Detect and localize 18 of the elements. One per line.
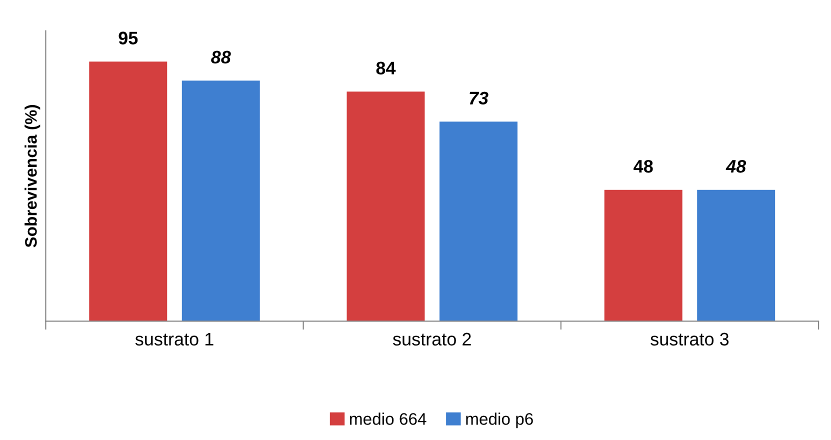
legend-label: medio p6 [466,412,533,428]
data-label: 84 [376,62,396,74]
bar [440,122,518,322]
y-axis-title: Sobrevivencia (%) [24,105,40,248]
data-label: 48 [726,160,746,173]
legend-label: medio 664 [350,412,426,425]
bar [346,92,425,322]
x-tick-label: sustrato 1 [135,332,214,346]
bar [182,80,260,322]
bar [697,190,776,322]
bar [604,190,682,322]
data-label: 88 [211,50,231,64]
x-tick-label: sustrato 3 [650,332,729,346]
bar [89,62,168,322]
data-label: 95 [118,32,138,44]
data-label: 73 [470,92,488,104]
x-tick-label: sustrato 2 [392,332,471,346]
data-label: 48 [634,160,653,173]
